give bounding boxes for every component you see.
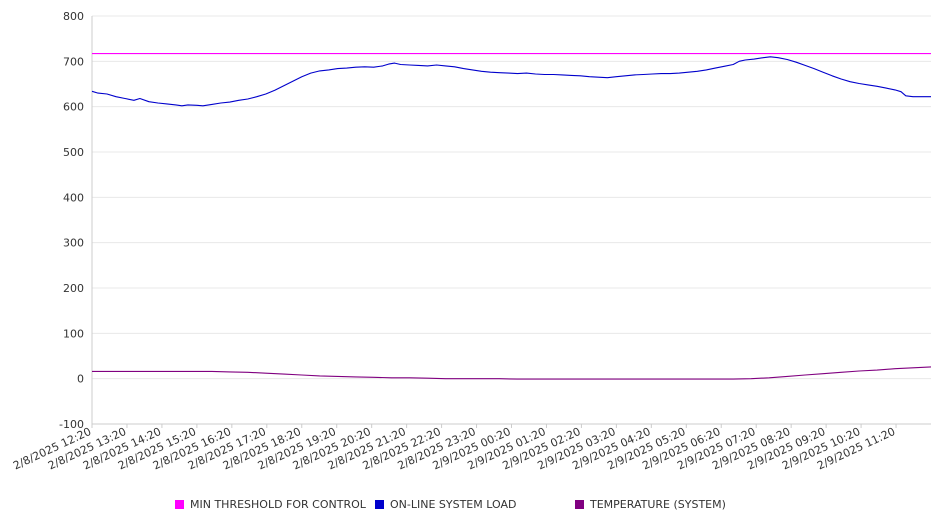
series-line-temperature	[92, 366, 932, 380]
legend-swatch-temperature	[575, 500, 584, 509]
legend: MIN THRESHOLD FOR CONTROL ON-LINE SYSTEM…	[0, 498, 946, 516]
y-tick-label: 100	[63, 327, 84, 340]
legend-label-temperature: TEMPERATURE (SYSTEM)	[590, 498, 726, 511]
legend-item-min-threshold[interactable]: MIN THRESHOLD FOR CONTROL	[175, 498, 366, 511]
legend-item-system-load[interactable]: ON-LINE SYSTEM LOAD	[375, 498, 516, 511]
y-tick-label: -100	[59, 418, 84, 431]
y-tick-label: 300	[63, 237, 84, 250]
legend-swatch-min-threshold	[175, 500, 184, 509]
y-tick-label: 400	[63, 191, 84, 204]
y-tick-label: 500	[63, 146, 84, 159]
legend-label-min-threshold: MIN THRESHOLD FOR CONTROL	[190, 498, 366, 511]
y-axis-tick-labels: -100 0 100 200 300 400 500 600 700 800	[59, 10, 84, 431]
grid-lines	[92, 15, 931, 425]
legend-swatch-system-load	[375, 500, 384, 509]
y-tick-label: 200	[63, 282, 84, 295]
y-tick-label: 0	[77, 373, 84, 386]
legend-item-temperature[interactable]: TEMPERATURE (SYSTEM)	[575, 498, 726, 511]
legend-label-system-load: ON-LINE SYSTEM LOAD	[390, 498, 517, 511]
x-axis-tick-labels: 2/8/2025 12:202/8/2025 13:202/8/2025 14:…	[11, 425, 897, 473]
y-tick-label: 700	[63, 55, 84, 68]
axes	[91, 16, 931, 428]
y-tick-label: 800	[63, 10, 84, 23]
series-line-system-load	[91, 56, 931, 107]
series-lines	[91, 53, 932, 380]
y-tick-label: 600	[63, 101, 84, 114]
